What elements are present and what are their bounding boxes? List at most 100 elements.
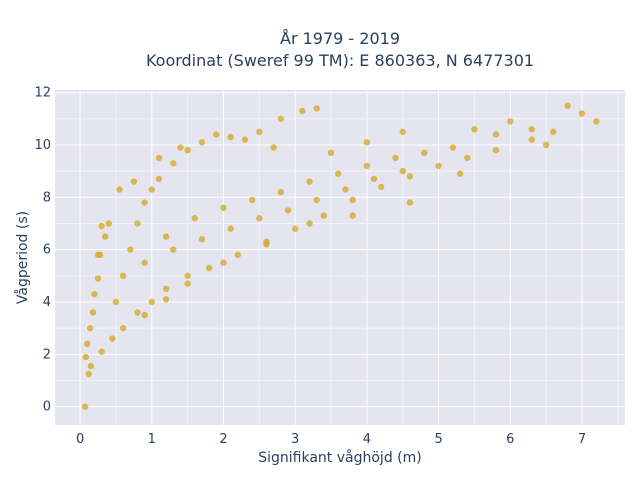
y-axis-label: Vågperiod (s) <box>14 211 31 304</box>
data-point <box>291 225 299 232</box>
data-point <box>127 246 134 253</box>
data-point <box>94 251 102 259</box>
data-point <box>220 204 227 211</box>
data-point <box>198 139 206 146</box>
data-point <box>406 173 414 180</box>
data-point <box>234 251 242 259</box>
data-point <box>263 241 270 248</box>
data-point <box>349 212 356 219</box>
data-point <box>564 102 571 109</box>
data-point <box>162 233 170 240</box>
data-point <box>141 311 148 319</box>
x-tick-label: 7 <box>578 432 586 447</box>
data-point <box>82 353 90 361</box>
data-point <box>184 280 191 287</box>
data-point <box>456 170 464 177</box>
data-point <box>205 264 213 272</box>
data-point <box>542 141 550 149</box>
data-point <box>313 105 320 112</box>
data-point <box>130 178 138 185</box>
data-point <box>335 170 342 177</box>
data-point <box>148 186 155 193</box>
chart-title: År 1979 - 2019 Koordinat (Sweref 99 TM):… <box>0 28 640 72</box>
data-point <box>363 139 371 146</box>
data-point <box>306 178 313 185</box>
data-point <box>89 309 97 316</box>
x-tick-label: 0 <box>76 432 84 447</box>
data-point <box>593 118 600 125</box>
data-point <box>464 154 471 162</box>
y-tick-label: 0 <box>43 400 51 415</box>
data-point <box>421 149 428 157</box>
y-tick-label: 6 <box>43 243 51 258</box>
data-point <box>91 290 98 298</box>
data-point <box>87 362 95 370</box>
data-point <box>98 348 105 355</box>
data-point <box>277 115 285 122</box>
data-point <box>492 131 500 138</box>
data-point <box>550 128 557 136</box>
data-point <box>299 107 306 115</box>
data-point <box>492 146 500 154</box>
data-points <box>81 102 600 410</box>
x-tick-label: 5 <box>434 432 442 447</box>
data-point <box>184 272 191 280</box>
data-point <box>349 196 356 204</box>
data-point <box>112 298 120 306</box>
data-point <box>578 110 586 117</box>
data-point <box>84 340 91 348</box>
chart-title-line-1: År 1979 - 2019 <box>280 29 400 48</box>
data-point <box>109 335 116 342</box>
data-point <box>227 225 234 232</box>
data-point <box>170 160 177 167</box>
data-point <box>141 199 148 206</box>
data-point <box>198 235 206 243</box>
data-point <box>177 144 184 151</box>
data-point <box>116 186 123 193</box>
data-point <box>370 175 378 183</box>
data-point <box>256 215 263 222</box>
data-point <box>327 149 335 157</box>
plot-area <box>55 90 625 425</box>
data-point <box>406 199 414 206</box>
data-point <box>155 154 163 162</box>
x-axis-label: Signifikant våghöjd (m) <box>258 449 421 466</box>
x-tick-label: 3 <box>291 432 299 447</box>
y-tick-label: 2 <box>43 347 51 362</box>
x-tick-label: 4 <box>363 432 371 447</box>
data-point <box>170 246 177 253</box>
data-point <box>277 188 285 196</box>
data-point <box>306 220 313 227</box>
data-point <box>81 403 89 410</box>
data-point <box>119 272 127 280</box>
data-point <box>220 259 227 266</box>
data-point <box>399 167 406 175</box>
grid <box>55 90 625 425</box>
data-point <box>248 196 256 204</box>
data-point <box>270 144 277 151</box>
data-point <box>94 275 102 282</box>
data-point <box>155 175 163 183</box>
data-point <box>98 222 105 230</box>
data-point <box>320 212 328 219</box>
data-point <box>184 146 191 154</box>
data-point <box>471 126 478 133</box>
data-point <box>85 370 92 378</box>
data-point <box>241 136 249 143</box>
data-point <box>148 298 155 306</box>
data-point <box>86 324 94 332</box>
data-point <box>528 136 535 143</box>
data-point <box>528 126 535 133</box>
data-point <box>119 324 127 332</box>
data-point <box>363 162 371 170</box>
data-point <box>162 285 170 293</box>
y-tick-label: 12 <box>34 86 51 101</box>
data-point <box>134 309 141 316</box>
y-tick-label: 10 <box>34 138 51 153</box>
data-point <box>134 220 141 227</box>
data-point <box>141 259 148 266</box>
x-tick-label: 2 <box>219 432 227 447</box>
x-tick-label: 6 <box>506 432 514 447</box>
